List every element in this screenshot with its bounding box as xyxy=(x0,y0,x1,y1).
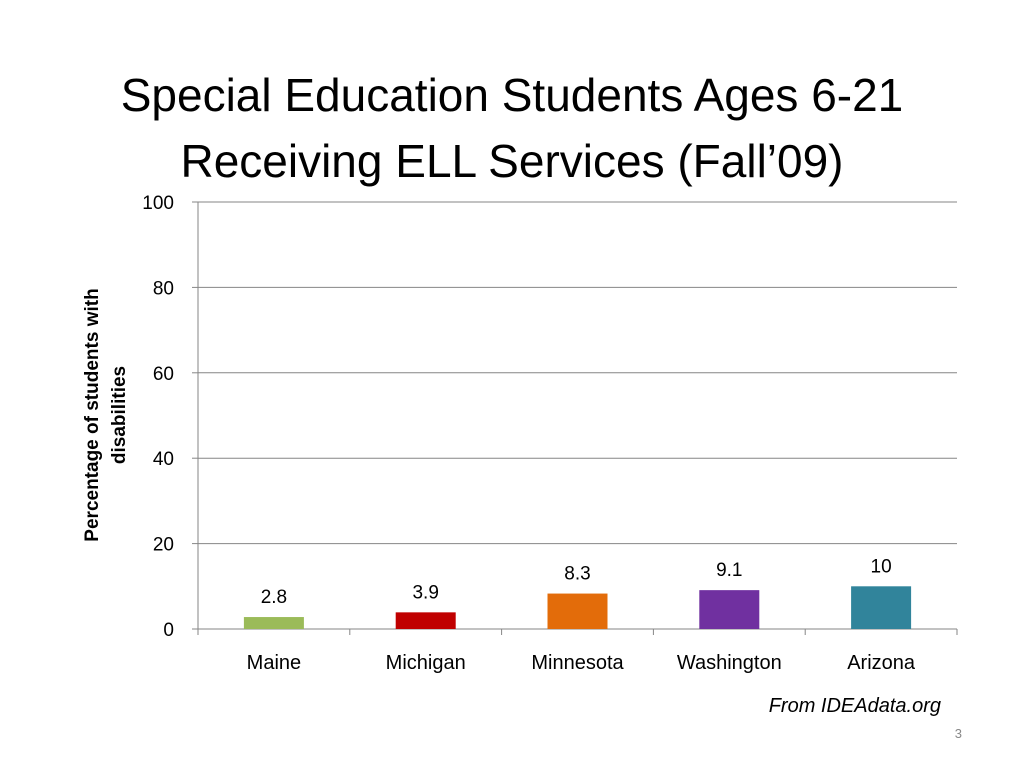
title-line-2: Receiving ELL Services (Fall’09) xyxy=(180,135,844,187)
data-label: 8.3 xyxy=(564,564,590,585)
x-tick-label: Maine xyxy=(247,652,301,674)
x-tick-label: Michigan xyxy=(386,652,466,674)
y-tick-label: 40 xyxy=(153,449,174,470)
y-axis-label-line-1: Percentage of students with xyxy=(82,288,103,541)
bar-minnesota xyxy=(547,593,608,629)
data-label: 9.1 xyxy=(716,560,742,581)
y-tick-label: 0 xyxy=(163,620,174,641)
y-tick-label: 20 xyxy=(153,535,174,556)
y-tick-label: 80 xyxy=(153,278,174,299)
y-tick-label: 100 xyxy=(142,193,174,214)
y-tick-label: 60 xyxy=(153,364,174,385)
y-axis-label: Percentage of students with disabilities xyxy=(82,288,130,541)
x-tick-label: Arizona xyxy=(847,652,916,674)
bar-washington xyxy=(699,590,760,629)
source-note: From IDEAdata.org xyxy=(768,695,941,717)
data-label: 2.8 xyxy=(261,587,287,608)
bar-maine xyxy=(243,617,304,629)
page-number: 3 xyxy=(954,726,962,741)
bar-arizona xyxy=(851,586,912,629)
chart-title: Special Education Students Ages 6-21 Rec… xyxy=(0,62,1024,194)
bar-michigan xyxy=(395,612,456,629)
x-tick-label: Minnesota xyxy=(531,652,624,674)
data-label: 10 xyxy=(871,556,892,577)
y-axis-label-line-2: disabilities xyxy=(109,366,130,464)
title-line-1: Special Education Students Ages 6-21 xyxy=(120,69,904,121)
data-label: 3.9 xyxy=(412,582,438,603)
x-tick-label: Washington xyxy=(677,652,782,674)
